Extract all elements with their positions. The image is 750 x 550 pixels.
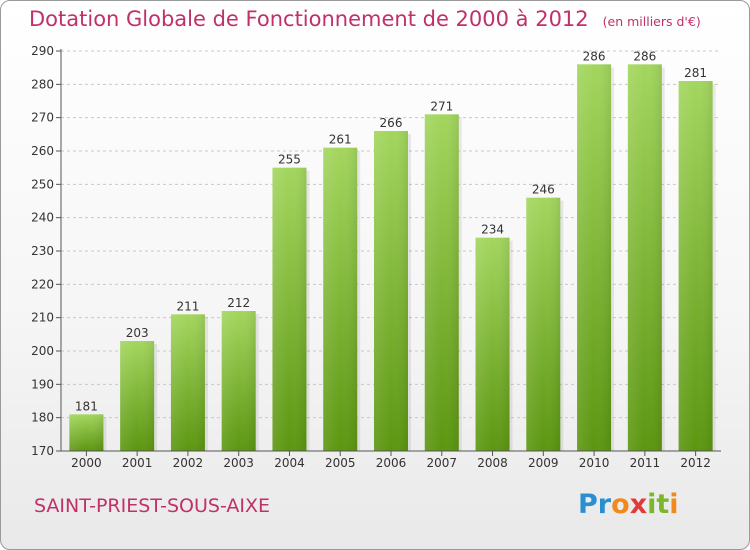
chart-subtitle: (en milliers d'€) xyxy=(602,14,701,29)
bar-highlight xyxy=(475,237,510,451)
logo-letter: x xyxy=(629,489,648,520)
y-tick-label: 260 xyxy=(31,144,54,158)
data-label: 286 xyxy=(633,49,656,63)
place-name: SAINT-PRIEST-SOUS-AIXE xyxy=(34,495,271,517)
x-tick-label: 2005 xyxy=(325,456,356,470)
data-label: 181 xyxy=(75,399,98,413)
data-label: 246 xyxy=(532,183,555,197)
x-tick-label: 2007 xyxy=(426,456,457,470)
y-tick-label: 250 xyxy=(31,177,54,191)
x-tick-label: 2001 xyxy=(122,456,153,470)
x-tick-label: 2009 xyxy=(528,456,559,470)
bar-highlight xyxy=(170,314,205,451)
x-tick-label: 2006 xyxy=(376,456,407,470)
bar-highlight xyxy=(526,197,561,451)
data-label: 261 xyxy=(329,133,352,147)
data-label: 212 xyxy=(227,296,250,310)
y-tick-label: 210 xyxy=(31,311,54,325)
data-label: 211 xyxy=(176,299,199,313)
bar-highlight xyxy=(69,414,104,451)
y-tick-label: 270 xyxy=(31,111,54,125)
y-tick-label: 240 xyxy=(31,211,54,225)
labels-layer: 181 203 211 212 255 261 266 271 234 246 286 286 281 xyxy=(75,49,707,413)
x-tick-label: 2010 xyxy=(579,456,610,470)
bar-highlight xyxy=(374,131,408,451)
bar-highlight xyxy=(221,311,256,451)
y-tick-label: 280 xyxy=(31,77,54,91)
title-text: Dotation Globale de Fonctionnement de 20… xyxy=(29,7,589,31)
x-tick-label: 2012 xyxy=(680,456,711,470)
bar-highlight xyxy=(323,147,358,451)
data-label: 286 xyxy=(583,49,606,63)
data-label: 234 xyxy=(481,223,504,237)
axis-layer: 170 180 190 200 210 220 230 240 250 260 270 280 290 2… xyxy=(31,44,721,470)
bar-highlight xyxy=(678,81,713,451)
chart-title: Dotation Globale de Fonctionnement de 20… xyxy=(29,7,701,31)
proxiti-logo: Proxiti xyxy=(578,489,679,520)
x-tick-label: 2003 xyxy=(223,456,254,470)
logo-letter: o xyxy=(611,489,630,520)
x-tick-label: 2011 xyxy=(630,456,661,470)
bar-highlight xyxy=(577,64,612,452)
y-tick-label: 170 xyxy=(31,444,54,458)
logo-letter: t xyxy=(656,489,670,520)
bar-highlight xyxy=(627,64,662,452)
x-tick-label: 2002 xyxy=(173,456,204,470)
data-label: 203 xyxy=(126,326,149,340)
y-tick-label: 200 xyxy=(31,344,54,358)
y-tick-label: 230 xyxy=(31,244,54,258)
logo-letter: i xyxy=(647,489,657,520)
data-label: 271 xyxy=(430,99,453,113)
y-tick-label: 190 xyxy=(31,377,54,391)
y-tick-label: 180 xyxy=(31,411,54,425)
data-label: 255 xyxy=(278,153,301,167)
bar-highlight xyxy=(120,341,155,451)
logo-letter: i xyxy=(669,489,679,520)
logo-letter: r xyxy=(597,489,612,520)
y-tick-label: 220 xyxy=(31,277,54,291)
y-tick-label: 290 xyxy=(31,44,54,58)
x-tick-label: 2008 xyxy=(477,456,508,470)
x-tick-label: 2000 xyxy=(71,456,102,470)
bars-layer xyxy=(69,64,716,452)
x-tick-label: 2004 xyxy=(274,456,305,470)
data-label: 281 xyxy=(684,66,707,80)
data-label: 266 xyxy=(380,116,403,130)
logo-letter: P xyxy=(578,489,598,520)
bar-highlight xyxy=(424,114,459,451)
bar-highlight xyxy=(272,167,307,451)
